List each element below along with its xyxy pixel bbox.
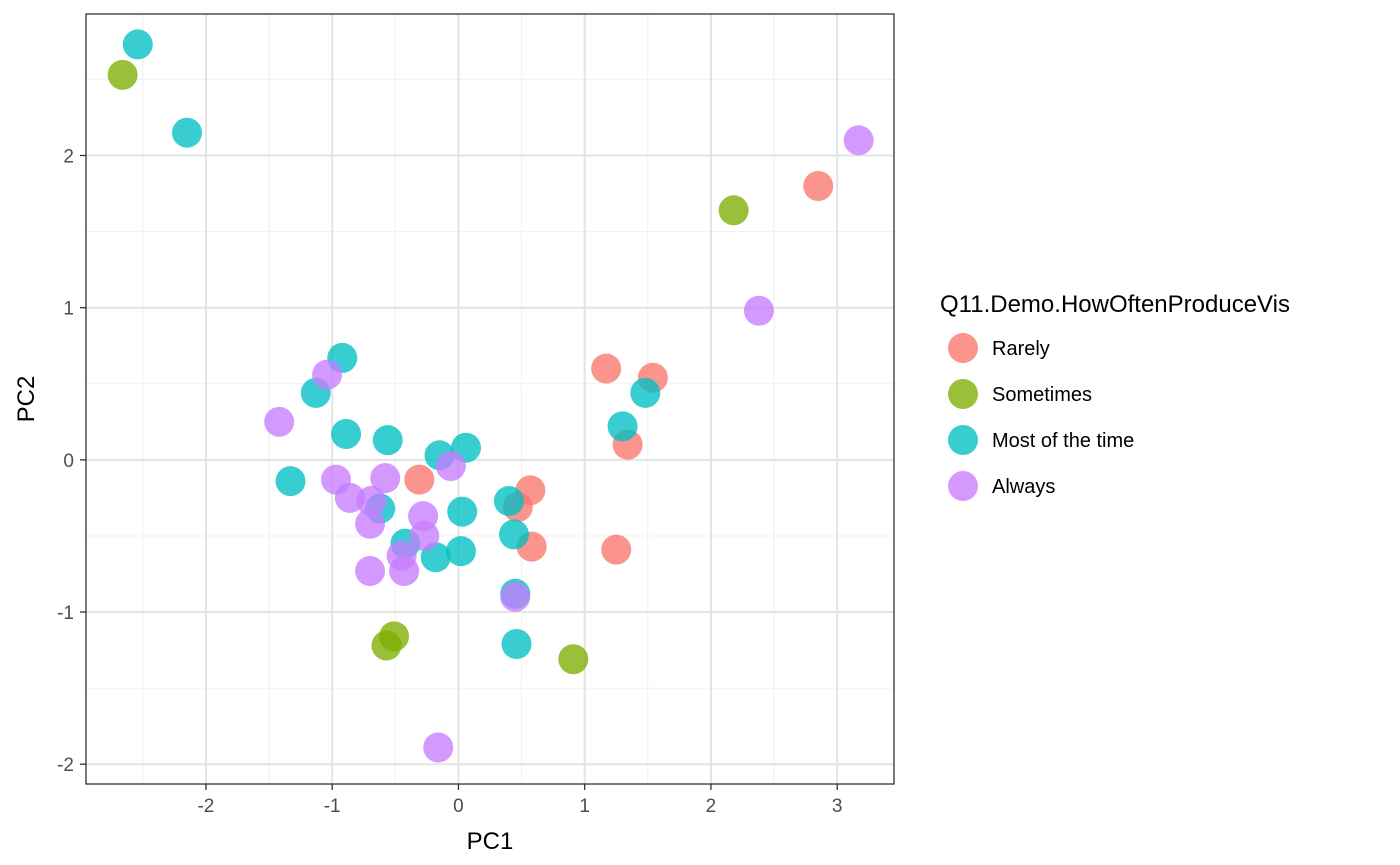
data-point — [718, 195, 749, 226]
minor-gridlines — [86, 14, 894, 784]
plot-border — [85, 13, 895, 785]
x-tick-label: 2 — [706, 796, 717, 817]
legend-key — [948, 425, 978, 455]
data-point — [370, 463, 401, 494]
data-point — [447, 496, 478, 527]
data-point — [372, 425, 403, 456]
x-tick-label: 0 — [453, 796, 464, 817]
data-point — [122, 29, 153, 60]
data-point — [275, 466, 306, 497]
data-point — [843, 125, 874, 156]
legend-label: Rarely — [992, 338, 1050, 360]
legend-items: Rarely Sometimes Most of the time Always — [948, 333, 1134, 501]
data-point — [389, 555, 420, 586]
x-tick-label: -1 — [324, 796, 341, 817]
data-point — [331, 419, 362, 449]
data-point — [743, 295, 774, 326]
major-gridlines — [86, 14, 894, 784]
x-axis: -2 -1 0 1 2 3 — [197, 784, 842, 817]
data-point — [558, 644, 589, 675]
legend-label: Sometimes — [992, 384, 1092, 406]
y-tick-label: 0 — [63, 451, 74, 472]
data-point — [803, 170, 834, 201]
y-tick-label: -1 — [57, 603, 74, 624]
y-tick-label: -2 — [57, 755, 74, 776]
y-tick-label: 1 — [63, 299, 74, 320]
legend-label: Most of the time — [992, 430, 1134, 452]
data-point — [435, 450, 466, 481]
x-tick-label: 3 — [832, 796, 843, 817]
data-point — [445, 536, 476, 567]
data-point — [264, 406, 295, 437]
legend-key — [948, 471, 978, 501]
plot-panel — [86, 14, 894, 784]
data-point — [501, 629, 532, 659]
data-point — [355, 555, 386, 586]
data-point — [107, 59, 138, 90]
x-axis-title: PC1 — [467, 828, 514, 855]
data-point — [493, 485, 524, 516]
legend-key — [948, 379, 978, 409]
y-tick-label: 2 — [63, 147, 74, 168]
data-point — [500, 581, 531, 612]
data-point — [591, 353, 622, 384]
data-point — [607, 411, 638, 442]
legend: Q11.Demo.HowOftenProduceVis Rarely Someti… — [940, 291, 1290, 501]
data-point — [423, 732, 454, 763]
y-axis-title: PC2 — [13, 376, 40, 423]
data-point — [404, 464, 435, 495]
legend-title: Q11.Demo.HowOftenProduceVis — [940, 291, 1290, 318]
data-point — [312, 359, 343, 390]
data-point — [630, 377, 661, 408]
legend-label: Always — [992, 476, 1055, 498]
x-tick-label: -2 — [197, 796, 214, 817]
y-axis: -2 -1 0 1 2 — [57, 147, 86, 776]
data-point — [601, 534, 632, 565]
x-tick-label: 1 — [579, 796, 590, 817]
data-point — [498, 519, 529, 550]
data-point — [371, 630, 402, 661]
data-point — [409, 520, 440, 551]
data-points — [107, 29, 874, 763]
legend-key — [948, 333, 978, 363]
data-point — [355, 508, 386, 539]
data-point — [356, 485, 387, 516]
data-point — [172, 117, 202, 148]
